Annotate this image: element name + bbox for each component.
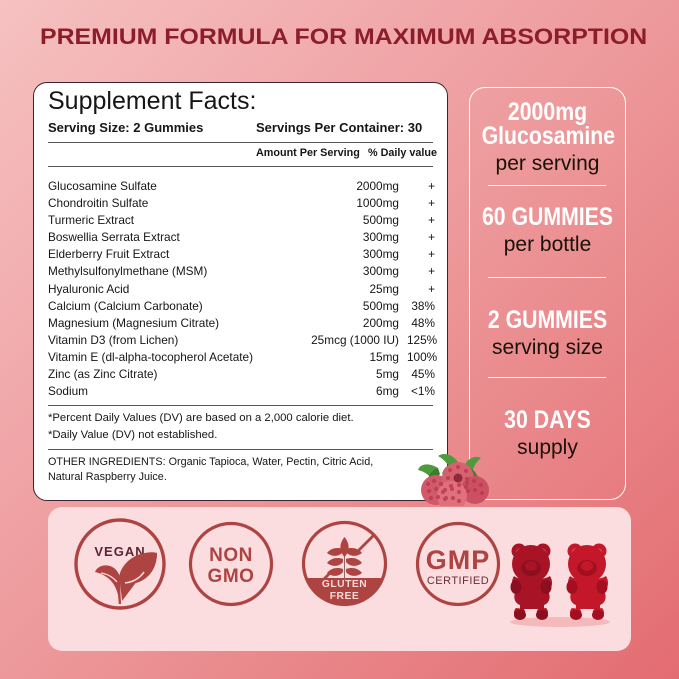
svg-text:GMO: GMO xyxy=(208,566,255,587)
svg-text:FREE: FREE xyxy=(330,591,359,602)
svg-text:GLUTEN: GLUTEN xyxy=(322,579,367,590)
svg-text:GMP: GMP xyxy=(426,545,491,575)
svg-text:NON: NON xyxy=(209,545,253,566)
svg-text:CERTIFIED: CERTIFIED xyxy=(427,575,489,587)
